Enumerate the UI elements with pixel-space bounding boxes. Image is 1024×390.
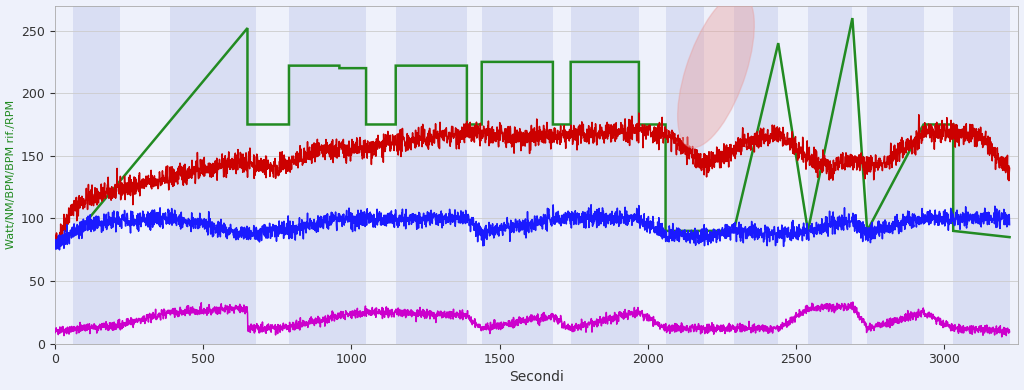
Bar — [395, 5, 467, 344]
Y-axis label: Watt/NM/BPM/BPM rif./RPM: Watt/NM/BPM/BPM rif./RPM — [5, 100, 15, 249]
Bar — [808, 5, 852, 344]
Bar — [867, 5, 924, 344]
Bar — [73, 5, 120, 344]
Bar — [953, 5, 1010, 344]
Bar — [570, 5, 639, 344]
Bar — [734, 5, 778, 344]
Bar — [481, 5, 553, 344]
X-axis label: Secondi: Secondi — [509, 370, 564, 385]
Bar — [666, 5, 705, 344]
Ellipse shape — [678, 0, 755, 148]
Bar — [170, 5, 256, 344]
Bar — [289, 5, 366, 344]
